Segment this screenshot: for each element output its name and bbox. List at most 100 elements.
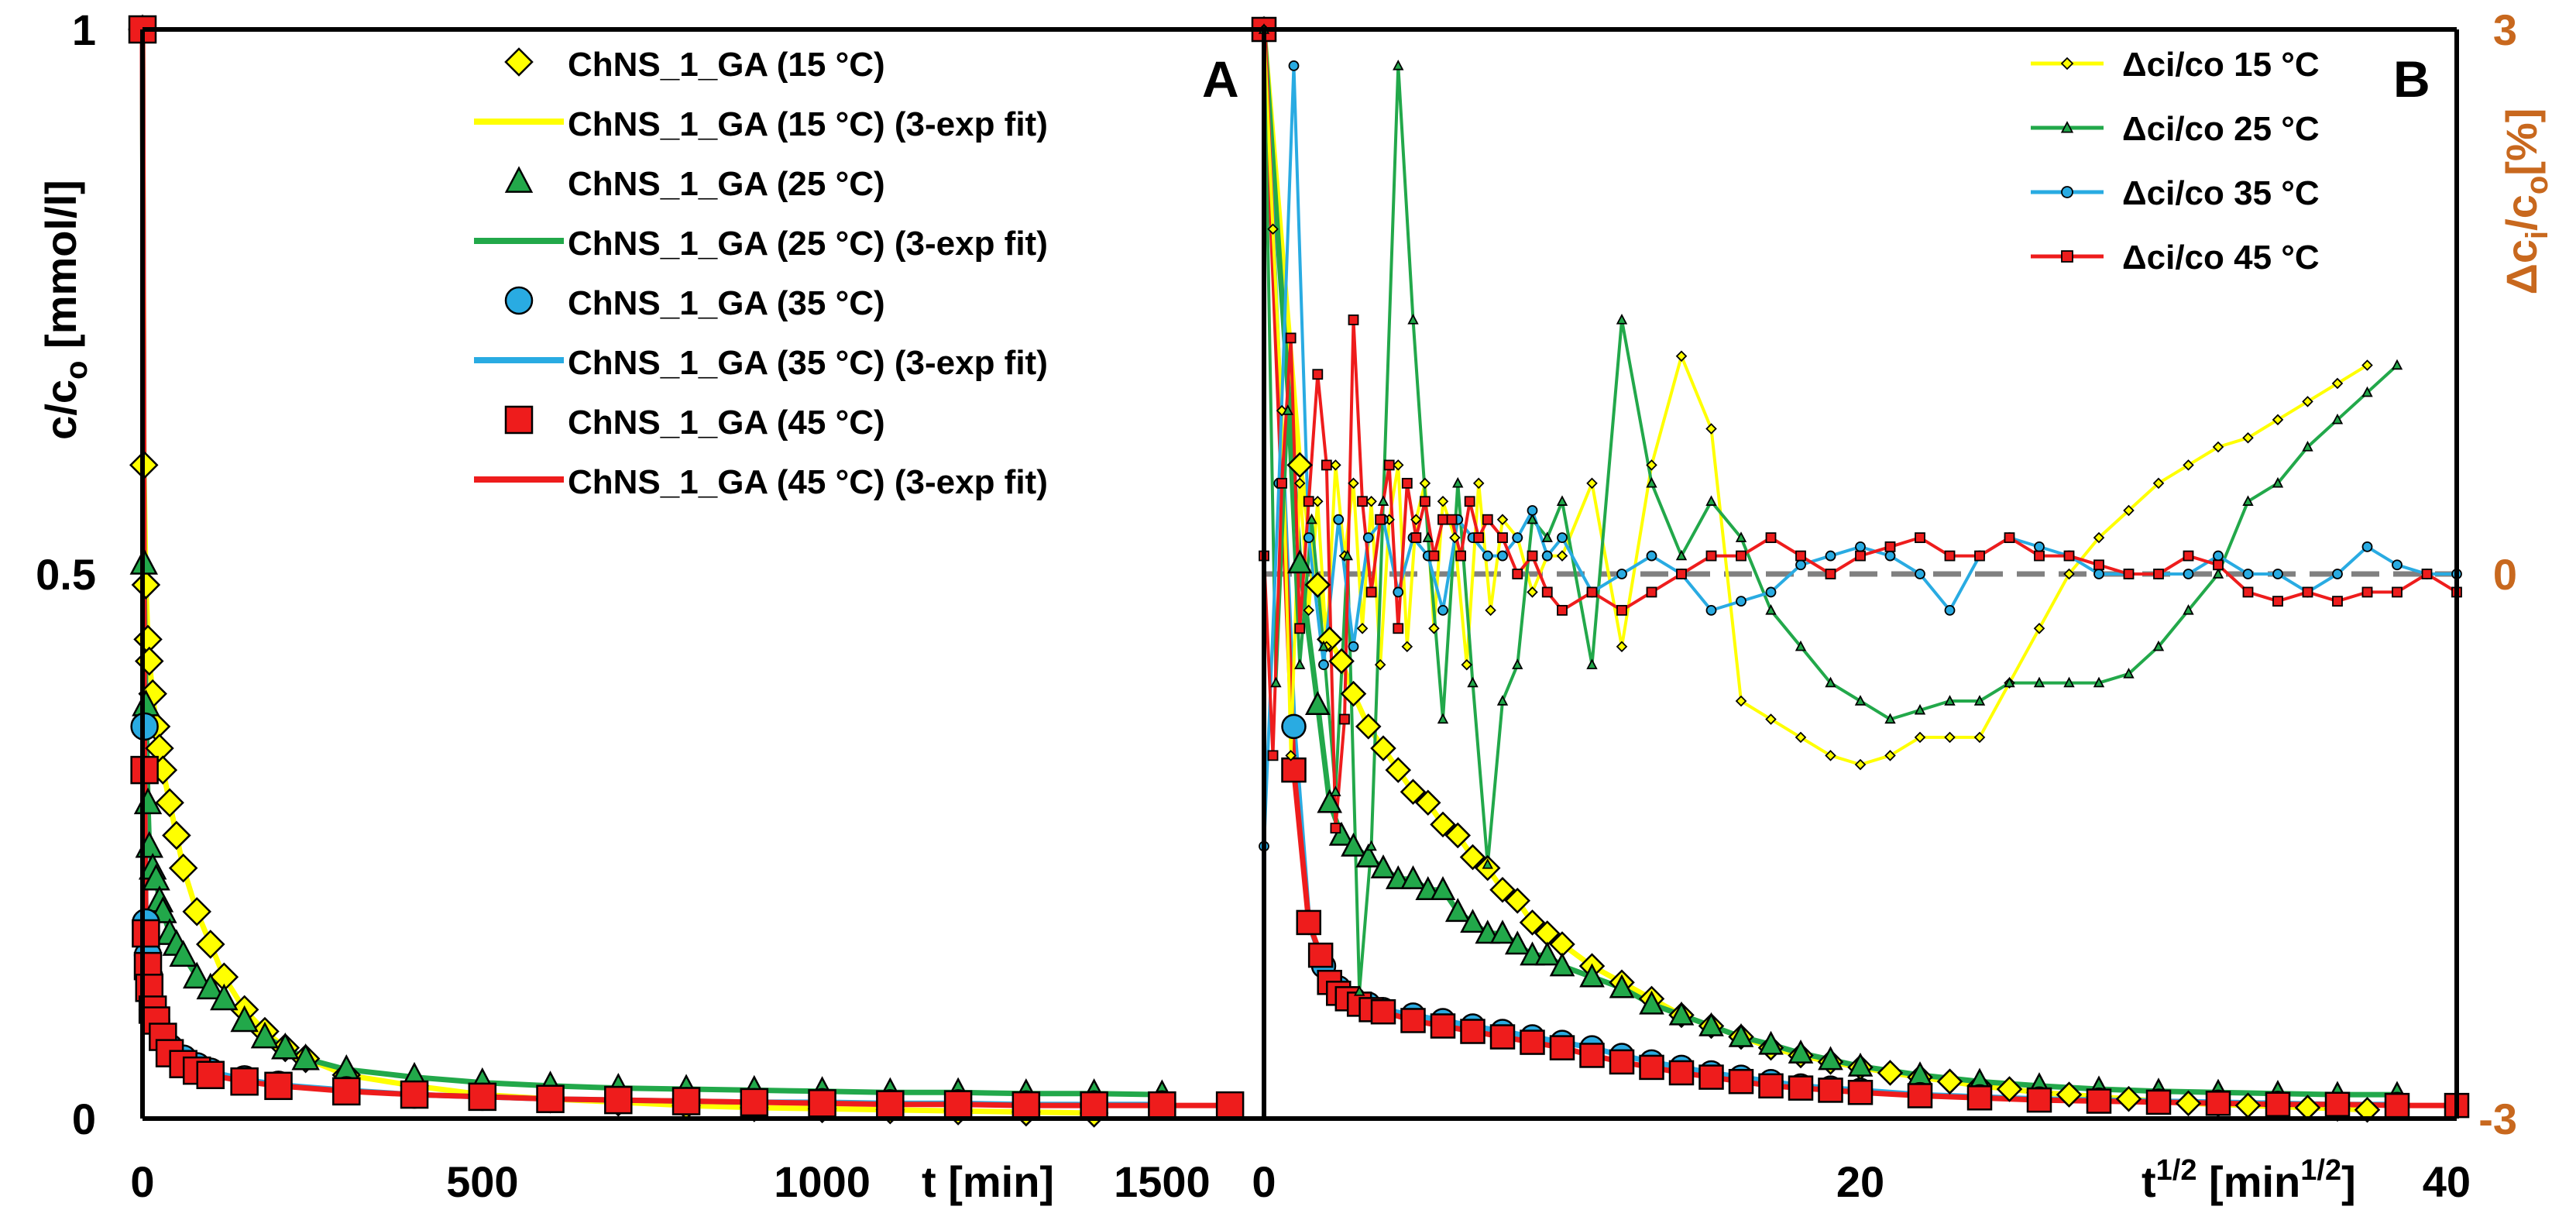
marker-b-chns-1-ga-25-c-17 — [1520, 941, 1545, 966]
residual-marker-ci-co-25-c-35 — [1944, 695, 1956, 706]
residual-marker-ci-co-15-c-12 — [1365, 495, 1377, 507]
residual-marker-ci-co-45-c-58 — [2392, 586, 2403, 598]
marker-b-chns-1-ga-45-c-30 — [2145, 1089, 2172, 1115]
marker-b-chns-1-ga-45-c-29 — [2086, 1088, 2112, 1114]
residual-marker-ci-co-45-c-20 — [1437, 514, 1448, 525]
marker-a-chns-1-ga-25-c-17 — [271, 1032, 300, 1060]
residual-marker-ci-co-15-c-16 — [1401, 641, 1413, 653]
legend-a: ChNS_1_GA (15 °C) ChNS_1_GA (15 °C) (3-ex… — [474, 46, 1048, 501]
residual-marker-ci-co-15-c-42 — [1944, 731, 1956, 744]
y2-tick-label-b-3: 3 — [2493, 5, 2517, 54]
residual-marker-ci-co-35-c-43 — [2242, 569, 2254, 579]
marker-b-chns-1-ga-15-c-9 — [1400, 778, 1427, 805]
residual-marker-ci-co-25-c-18 — [1496, 695, 1509, 706]
marker-b-chns-1-ga-25-c-24 — [1698, 1012, 1724, 1036]
residual-marker-ci-co-45-c-2 — [1276, 477, 1287, 489]
residual-marker-ci-co-25-c-50 — [2391, 359, 2403, 370]
marker-a-chns-1-ga-25-c-13 — [196, 972, 225, 1000]
residual-marker-ci-co-35-c-16 — [1497, 550, 1508, 562]
residual-marker-ci-co-15-c-38 — [1825, 750, 1836, 761]
residual-marker-ci-co-45-c-21 — [1446, 514, 1458, 525]
residual-marker-ci-co-25-c-6 — [1330, 785, 1341, 796]
marker-a-chns-1-ga-15-c-13 — [195, 930, 225, 959]
residual-marker-ci-co-35-c-9 — [1393, 586, 1404, 598]
marker-b-chns-1-ga-25-c-7 — [1370, 854, 1396, 878]
marker-b-chns-1-ga-25-c-26 — [1758, 1030, 1784, 1055]
marker-b-chns-1-ga-15-c-16 — [1504, 888, 1531, 914]
legend-b-swatch-marker-ci-co-25-c — [2060, 121, 2074, 133]
residual-marker-ci-co-15-c-54 — [2302, 396, 2313, 407]
residual-marker-ci-co-25-c-8 — [1354, 985, 1365, 996]
residual-marker-ci-co-25-c-49 — [2361, 386, 2373, 397]
residual-marker-ci-co-35-c-15 — [1482, 550, 1493, 562]
marker-a-chns-1-ga-15-c-12 — [182, 897, 211, 926]
residual-marker-ci-co-45-c-52 — [2213, 559, 2224, 571]
residual-marker-ci-co-45-c-6 — [1312, 369, 1324, 380]
marker-a-chns-1-ga-45-c-22 — [876, 1090, 905, 1119]
residual-marker-ci-co-15-c-11 — [1356, 623, 1369, 634]
x-tick-label-b-0: 0 — [1252, 1157, 1276, 1206]
legend-b-label-ci-co-35-c: Δci/co 35 °C — [2122, 174, 2320, 212]
marker-b-chns-1-ga-45-c-16 — [1579, 1043, 1605, 1068]
marker-b-chns-1-ga-25-c-28 — [1818, 1046, 1843, 1071]
marker-b-chns-1-ga-45-c-17 — [1609, 1049, 1635, 1075]
residual-marker-ci-co-25-c-19 — [1512, 658, 1523, 669]
marker-b-chns-1-ga-15-c-6 — [1355, 713, 1382, 740]
residual-marker-ci-co-15-c-29 — [1556, 550, 1568, 562]
residual-marker-ci-co-15-c-45 — [2033, 623, 2045, 634]
marker-a-chns-1-ga-45-c-26 — [1148, 1091, 1176, 1120]
residual-marker-ci-co-45-c-16 — [1401, 477, 1413, 489]
residual-marker-ci-co-15-c-36 — [1765, 713, 1777, 725]
marker-b-chns-1-ga-25-c-20 — [1579, 963, 1605, 988]
residual-marker-ci-co-35-c-6 — [1348, 641, 1359, 652]
legend-a-swatch-chns-1-ga-35-c — [504, 286, 534, 315]
marker-b-chns-1-ga-15-c-38 — [2115, 1085, 2142, 1112]
residual-marker-ci-co-35-c-12 — [1437, 604, 1448, 616]
residual-marker-ci-co-45-c-26 — [1497, 532, 1508, 544]
residual-marker-ci-co-35-c-25 — [1705, 604, 1717, 616]
marker-a-chns-1-ga-25-c-11 — [169, 940, 197, 967]
residual-marker-ci-co-35-c-29 — [1825, 550, 1836, 562]
residual-marker-ci-co-15-c-56 — [2361, 359, 2373, 371]
residual-marker-ci-co-45-c-22 — [1455, 550, 1466, 562]
residual-marker-ci-co-25-c-16 — [1467, 676, 1479, 688]
residual-marker-ci-co-25-c-1 — [1270, 676, 1282, 688]
residual-marker-ci-co-35-c-5 — [1333, 514, 1345, 525]
residual-marker-ci-co-15-c-18 — [1419, 477, 1431, 490]
marker-b-chns-1-ga-15-c-12 — [1444, 822, 1472, 849]
residual-marker-ci-co-45-c-54 — [2272, 596, 2283, 607]
residual-marker-ci-co-35-c-22 — [1616, 569, 1627, 579]
residual-marker-ci-co-35-c-33 — [1944, 604, 1956, 616]
residual-marker-ci-co-25-c-34 — [1914, 703, 1926, 715]
residual-marker-ci-co-15-c-25 — [1496, 514, 1509, 525]
axis-text: A B c/co [mmol/l] t [min] t1/2 [min1/2] … — [36, 50, 2554, 1206]
marker-b-chns-1-ga-45-c-18 — [1639, 1054, 1664, 1081]
residual-marker-ci-co-25-c-9 — [1365, 840, 1377, 851]
marker-b-chns-1-ga-15-c-5 — [1340, 680, 1367, 707]
residual-marker-ci-co-25-c-23 — [1586, 658, 1598, 669]
marker-b-chns-1-ga-25-c-21 — [1609, 974, 1635, 998]
residual-marker-ci-co-15-c-47 — [2093, 531, 2105, 544]
residual-marker-ci-co-15-c-46 — [2063, 568, 2075, 580]
y-tick-label-a-0-5: 0.5 — [36, 550, 96, 599]
residual-marker-ci-co-15-c-19 — [1428, 623, 1440, 634]
residual-marker-ci-co-35-c-27 — [1765, 586, 1777, 598]
marker-b-chns-1-ga-25-c-23 — [1668, 1001, 1695, 1026]
marker-b-chns-1-ga-25-c-12 — [1444, 898, 1471, 923]
residual-marker-ci-co-35-c-17 — [1512, 532, 1523, 544]
residual-marker-ci-co-45-c-40 — [1855, 550, 1866, 562]
marker-a-chns-1-ga-45-c-21 — [808, 1089, 836, 1118]
x-tick-label-a-0: 0 — [130, 1157, 154, 1206]
marker-b-chns-1-ga-15-c-34 — [1996, 1076, 2023, 1102]
residual-marker-ci-co-15-c-5 — [1303, 604, 1315, 617]
marker-b-chns-1-ga-25-c-25 — [1728, 1022, 1754, 1047]
residual-marker-ci-co-45-c-36 — [1736, 550, 1747, 562]
residual-marker-ci-co-45-c-51 — [2183, 550, 2194, 562]
residual-marker-ci-co-25-c-33 — [1884, 713, 1896, 724]
marker-b-chns-1-ga-45-c-25 — [1847, 1080, 1874, 1105]
y2-tick-label-b-3: -3 — [2478, 1095, 2517, 1143]
residual-marker-ci-co-45-c-9 — [1339, 713, 1350, 725]
residual-marker-ci-co-35-c-47 — [2361, 541, 2373, 552]
x-axis-title-a: t [min] — [922, 1157, 1054, 1206]
residual-marker-ci-co-25-c-2 — [1282, 404, 1293, 415]
